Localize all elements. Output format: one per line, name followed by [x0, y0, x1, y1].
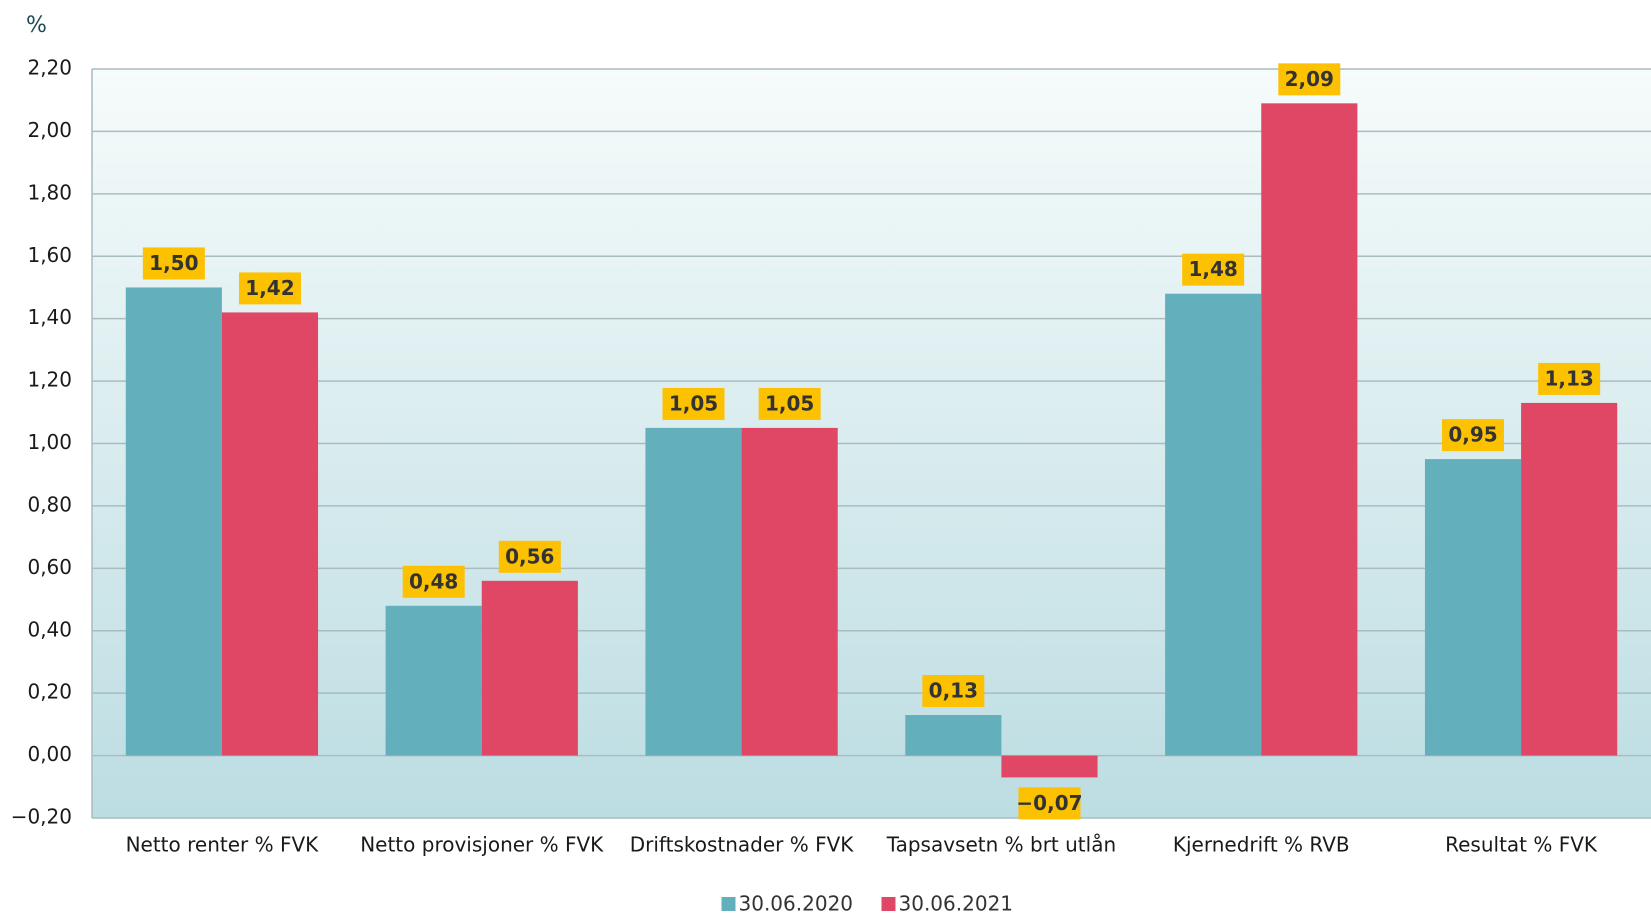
legend-label: 30.06.2020: [739, 892, 854, 916]
y-tick-label: 1,80: [27, 180, 72, 204]
y-tick-label: 0,20: [27, 680, 72, 704]
value-label-box: [1538, 362, 1601, 395]
y-tick-label: 0,40: [27, 617, 72, 641]
x-tick-label: Resultat % FVK: [1445, 833, 1598, 857]
value-label-box: [758, 387, 821, 420]
x-tick-label: Netto renter % FVK: [126, 833, 320, 857]
bar: [1261, 103, 1358, 756]
value-label-box: [142, 247, 205, 280]
legend-label: 30.06.2021: [899, 892, 1014, 916]
value-label: 0,56: [505, 544, 554, 568]
y-tick-label: 1,20: [27, 368, 72, 392]
value-label-box: [922, 675, 985, 708]
y-tick-label: 2,20: [27, 56, 72, 80]
x-tick-label: Driftskostnader % FVK: [630, 833, 855, 857]
y-tick-label: 0,80: [27, 492, 72, 516]
y-tick-label: 2,00: [27, 118, 72, 142]
y-axis-label: %: [26, 13, 47, 38]
x-tick-label: Tapsavsetn % brt utlån: [886, 833, 1116, 857]
y-tick-label: 1,00: [27, 430, 72, 454]
value-label-box: [662, 387, 725, 420]
value-label: 0,13: [929, 679, 978, 703]
bar: [481, 580, 578, 756]
bar: [741, 427, 838, 756]
value-label: 1,13: [1544, 366, 1593, 390]
bar: [1001, 755, 1098, 778]
bar: [221, 312, 319, 756]
bar: [645, 427, 742, 756]
value-label: 1,05: [765, 391, 814, 415]
y-tick-label: 1,60: [27, 243, 72, 267]
y-tick-label: 0,00: [27, 742, 72, 766]
bar: [1521, 402, 1618, 756]
value-label: 0,95: [1448, 423, 1497, 447]
legend-swatch: [721, 897, 736, 911]
legend-swatch: [881, 897, 896, 911]
x-tick-label: Kjernedrift % RVB: [1173, 833, 1350, 857]
value-label-box: [1018, 787, 1081, 820]
bar: [905, 715, 1002, 756]
bar: [385, 605, 482, 756]
value-label-box: [1442, 419, 1505, 452]
value-label-box: [238, 272, 301, 305]
y-tick-label: 1,40: [27, 305, 72, 329]
value-label-box: [1182, 253, 1245, 286]
value-label: 1,42: [245, 276, 294, 300]
value-label-box: [498, 540, 561, 573]
bar: [1424, 459, 1522, 756]
value-label-box: [1278, 63, 1341, 96]
value-label-box: [402, 565, 465, 598]
value-label: 1,50: [149, 251, 198, 275]
value-label: 1,48: [1189, 257, 1238, 281]
bar: [1165, 293, 1262, 756]
value-label: 0,48: [409, 569, 458, 593]
bar: [125, 287, 222, 756]
value-label: −0,07: [1016, 791, 1082, 815]
value-label: 1,05: [669, 391, 718, 415]
y-tick-label: 0,60: [27, 555, 72, 579]
x-tick-label: Netto provisjoner % FVK: [360, 833, 604, 857]
value-label: 2,09: [1285, 67, 1334, 91]
y-tick-label: −0,20: [11, 805, 72, 829]
